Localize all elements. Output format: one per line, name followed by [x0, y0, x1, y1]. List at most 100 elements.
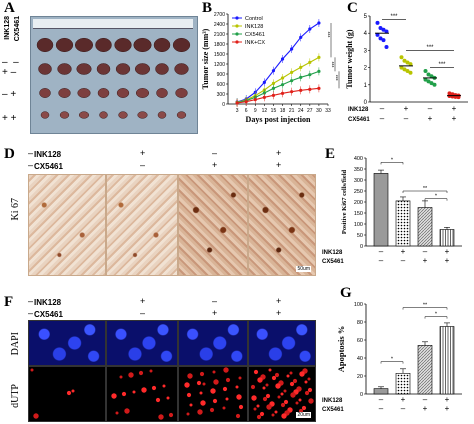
- data-point: [308, 60, 312, 64]
- y-tick-label: 1500: [214, 52, 225, 58]
- group-label: INK128: [322, 398, 343, 404]
- x-tick-label: 30: [316, 108, 322, 114]
- series-line: [236, 22, 320, 103]
- f-sign-1a: –: [28, 296, 34, 306]
- data-point: [405, 60, 410, 65]
- tunel-cell: [141, 387, 147, 393]
- legend-label: INK+CX: [245, 40, 265, 46]
- tunel-image-cx5461: [178, 366, 248, 422]
- tunel-cell: [235, 385, 239, 389]
- tunel-cell: [262, 396, 268, 402]
- panel-f-signs: – – + – – + + +: [0, 296, 330, 320]
- bar: [417, 207, 433, 247]
- y-tick-label: 900: [217, 72, 226, 78]
- tumor-sample: [137, 111, 148, 119]
- x-tick-label: 9: [254, 108, 257, 114]
- data-point: [280, 83, 285, 87]
- scale-bar-50um: 50um: [296, 266, 311, 272]
- tunel-cell: [121, 391, 127, 397]
- tunel-image-combo: 20um: [248, 366, 316, 422]
- d-sign-2b: –: [140, 160, 146, 170]
- tumor-sample: [39, 88, 51, 98]
- panel-a-signs: – – + – – + + +: [2, 57, 30, 135]
- tumor-photo: [30, 16, 198, 134]
- dapi-label: DAPI: [10, 332, 21, 356]
- tunel-cell: [209, 407, 215, 413]
- data-point: [375, 20, 380, 25]
- tunel-cell: [307, 377, 311, 381]
- group-label: CX5461: [322, 407, 344, 413]
- tunel-cell: [299, 371, 305, 377]
- data-point: [399, 65, 404, 70]
- y-tick-label: 1200: [214, 62, 225, 68]
- data-point: [317, 86, 321, 90]
- group-sign: –: [380, 114, 385, 123]
- significance-label: **: [423, 186, 428, 192]
- ki67-image-ink128: [106, 174, 178, 276]
- tunel-cell: [158, 414, 164, 420]
- d-sign-1a: –: [28, 148, 34, 158]
- f-sign-3a: –: [212, 296, 218, 306]
- series-line: [237, 87, 319, 104]
- tumor-sample: [116, 88, 130, 98]
- x-axis-label: Days post injection: [246, 115, 311, 124]
- tunel-cell: [213, 379, 219, 385]
- data-point: [271, 69, 276, 73]
- tumor-sample: [78, 111, 90, 119]
- tunel-cell: [265, 383, 269, 387]
- group-label: INK128: [348, 107, 369, 113]
- y-tick-label: 1800: [214, 42, 225, 48]
- panel-letter-g: G: [340, 285, 352, 301]
- y-axis-label: Positive Ki67 cells/field: [341, 169, 348, 234]
- tumor-sample: [134, 63, 151, 75]
- tumor-sample: [76, 63, 92, 75]
- data-point: [253, 98, 257, 102]
- y-tick-label: 600: [217, 82, 226, 88]
- tunel-cell: [187, 373, 193, 379]
- data-point: [262, 95, 266, 99]
- d-sign-2a: +: [140, 148, 146, 158]
- data-point: [408, 70, 413, 75]
- y-axis-label: Apoptosis %: [336, 326, 346, 373]
- tunel-cells: [250, 368, 314, 420]
- data-point: [262, 80, 266, 84]
- x-tick-label: 3: [236, 108, 239, 114]
- tunel-cell: [295, 401, 299, 405]
- tunel-cell: [274, 372, 280, 378]
- tunel-cell: [223, 367, 229, 373]
- y-tick-label: 100: [354, 222, 363, 228]
- x-tick-label: 27: [307, 108, 313, 114]
- significance-bracket: [424, 198, 448, 201]
- significance-label: ***: [390, 14, 398, 20]
- group-label: CX5461: [348, 117, 370, 123]
- tunel-cell: [199, 391, 203, 395]
- legend-marker: [235, 24, 239, 28]
- bar: [395, 200, 411, 247]
- bar: [439, 326, 455, 395]
- tumor-sample: [95, 37, 112, 53]
- tumor-sample: [36, 37, 54, 53]
- significance-label: *: [391, 357, 394, 363]
- tunel-cells: [184, 367, 244, 419]
- panel-d-signs: – – + – – + + +: [0, 148, 330, 172]
- data-point: [378, 26, 383, 31]
- y-tick-label: 60: [357, 338, 363, 344]
- tunel-cell: [275, 383, 281, 389]
- tunel-cell: [236, 394, 242, 400]
- panel-a-sign-row-4: + +: [2, 113, 17, 124]
- tunel-cell: [132, 390, 136, 394]
- tunel-cell: [277, 395, 281, 399]
- data-point: [375, 32, 380, 37]
- y-tick-label: 250: [354, 189, 363, 195]
- y-tick-label: 0: [364, 100, 368, 106]
- data-point: [402, 58, 407, 63]
- tumor-sample: [176, 111, 187, 119]
- group-sign: –: [379, 256, 384, 265]
- bar: [417, 345, 433, 395]
- tunel-cell: [151, 385, 157, 391]
- data-point: [317, 21, 321, 25]
- tunel-cell: [265, 393, 271, 399]
- data-point: [381, 38, 386, 43]
- series-line: [236, 70, 320, 104]
